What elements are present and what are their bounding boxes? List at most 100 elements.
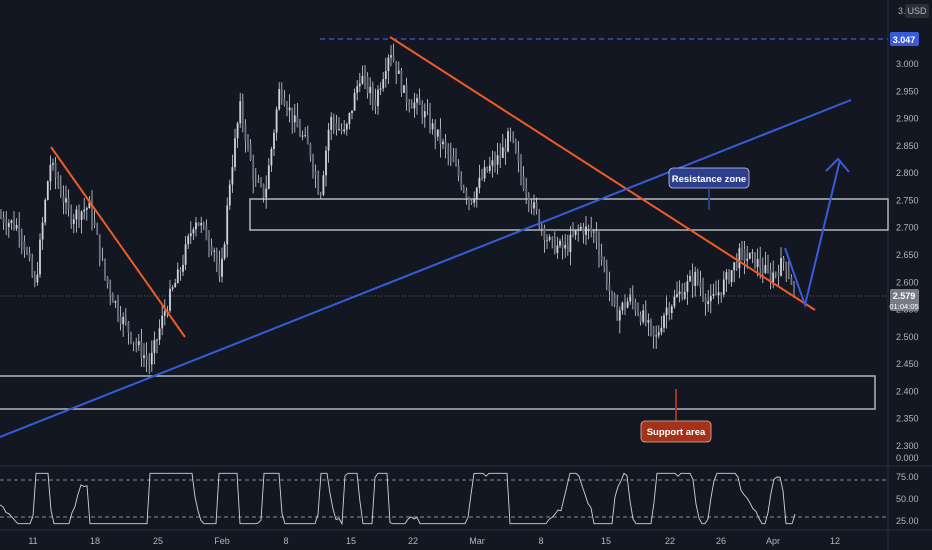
candle-body bbox=[387, 57, 390, 72]
candle-body bbox=[574, 229, 577, 236]
candle-body bbox=[444, 141, 447, 148]
candle-body bbox=[756, 258, 759, 267]
candle-body bbox=[673, 296, 676, 307]
candle-body bbox=[483, 167, 486, 179]
candle-body bbox=[75, 209, 78, 220]
candle-body bbox=[304, 135, 307, 137]
candle-body bbox=[140, 341, 143, 358]
candle-body bbox=[655, 335, 658, 337]
candle-body bbox=[70, 208, 73, 224]
candle-body bbox=[15, 224, 18, 229]
candle-body bbox=[540, 226, 543, 228]
candle-body bbox=[436, 129, 439, 137]
candle-body bbox=[247, 141, 249, 145]
candle-body bbox=[122, 316, 125, 325]
candle-body bbox=[67, 198, 70, 209]
support-area-label[interactable]: Support area bbox=[640, 389, 712, 443]
resistance-zone-label[interactable]: Resistance zone bbox=[668, 167, 750, 210]
time-tick: Apr bbox=[766, 536, 780, 546]
time-tick: 12 bbox=[830, 536, 840, 546]
candle-body bbox=[143, 355, 145, 358]
candle-body bbox=[774, 272, 777, 274]
price-tick: 2.800 bbox=[896, 168, 919, 178]
candle-body bbox=[200, 222, 203, 226]
candle-body bbox=[585, 226, 587, 235]
time-axis[interactable]: 11 18 25 Feb 8 15 22 Mar 8 15 22 26 Apr 12 bbox=[28, 536, 840, 546]
candle-body bbox=[512, 132, 515, 141]
candle-body bbox=[260, 181, 262, 185]
candle-body bbox=[236, 123, 239, 139]
candle-body bbox=[41, 222, 44, 240]
candle-body bbox=[382, 79, 385, 89]
rsi-tick-50: 50.00 bbox=[896, 494, 919, 504]
price-tick: 2.900 bbox=[896, 114, 919, 124]
candle-body bbox=[434, 123, 437, 137]
candle-body bbox=[327, 129, 330, 151]
time-tick: 22 bbox=[665, 536, 675, 546]
candle-body bbox=[5, 222, 8, 228]
candle-body bbox=[551, 237, 554, 238]
support-zone-box[interactable] bbox=[0, 375, 876, 410]
candle-body bbox=[351, 110, 353, 114]
candle-body bbox=[189, 233, 192, 237]
candle-body bbox=[431, 123, 434, 130]
candle-body bbox=[613, 294, 616, 306]
candle-body bbox=[343, 129, 346, 132]
currency-badge[interactable] bbox=[905, 4, 929, 18]
candle-body bbox=[553, 237, 556, 253]
candlestick-series bbox=[0, 43, 795, 374]
candle-body bbox=[187, 236, 190, 245]
candle-body bbox=[600, 255, 603, 260]
candle-body bbox=[184, 244, 187, 265]
candle-body bbox=[468, 198, 470, 201]
candle-body bbox=[23, 241, 26, 251]
candle-body bbox=[520, 161, 522, 177]
candle-body bbox=[418, 98, 421, 105]
candle-body bbox=[543, 227, 546, 240]
candle-body bbox=[275, 109, 278, 133]
candle-body bbox=[730, 270, 733, 283]
candle-body bbox=[442, 141, 444, 145]
candle-body bbox=[689, 276, 691, 282]
candle-body bbox=[642, 310, 645, 322]
time-tick: 22 bbox=[408, 536, 418, 546]
candle-body bbox=[33, 275, 36, 283]
candle-body bbox=[18, 224, 21, 235]
candle-body bbox=[678, 291, 681, 295]
price-tick: 2.950 bbox=[896, 86, 919, 96]
candle-body bbox=[364, 75, 366, 77]
candle-body bbox=[400, 70, 403, 93]
candle-body bbox=[93, 221, 96, 226]
candle-body bbox=[660, 327, 663, 333]
candle-body bbox=[767, 264, 769, 271]
candle-body bbox=[306, 135, 309, 145]
candle-body bbox=[556, 245, 559, 253]
trendline-blue[interactable] bbox=[0, 99, 852, 438]
candle-body bbox=[663, 315, 665, 328]
candle-body bbox=[62, 196, 65, 203]
candle-body bbox=[712, 294, 715, 296]
candle-body bbox=[603, 259, 606, 267]
candle-body bbox=[96, 225, 99, 235]
candle-body bbox=[699, 282, 702, 288]
candle-body bbox=[416, 98, 418, 103]
candle-body bbox=[241, 101, 244, 125]
candle-body bbox=[299, 127, 301, 137]
candle-body bbox=[569, 234, 572, 253]
candle-body bbox=[210, 245, 213, 252]
resistance-zone-box[interactable] bbox=[249, 198, 889, 231]
price-tick: 2.450 bbox=[896, 359, 919, 369]
price-tick: 2.350 bbox=[896, 414, 919, 424]
trendline-red-2[interactable] bbox=[389, 36, 816, 311]
candle-body bbox=[80, 211, 83, 220]
candle-body bbox=[559, 240, 561, 246]
projection-path[interactable] bbox=[784, 159, 841, 309]
candle-body bbox=[228, 184, 231, 206]
candle-body bbox=[579, 226, 582, 230]
price-axis[interactable]: 3.000 2.950 2.900 2.850 2.800 2.750 2.700 2.650… bbox=[896, 59, 919, 451]
candle-body bbox=[179, 269, 182, 272]
candle-body bbox=[31, 258, 34, 276]
candle-body bbox=[28, 252, 31, 259]
trendline-red-1[interactable] bbox=[50, 146, 186, 338]
